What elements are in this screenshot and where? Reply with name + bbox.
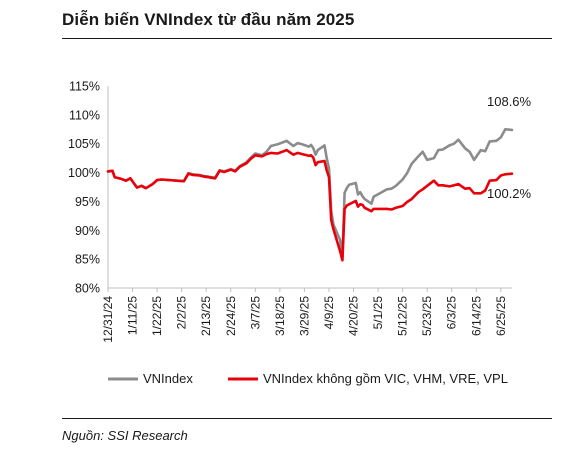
x-tick-label: 3/7/25 <box>248 296 262 330</box>
x-tick-label: 2/13/25 <box>199 296 213 336</box>
footer-rule <box>62 418 552 419</box>
x-tick-label: 6/3/25 <box>445 296 459 330</box>
end-label-vnindex-ex: 100.2% <box>487 186 532 201</box>
series-lines <box>106 128 514 262</box>
x-tick-label: 5/1/25 <box>371 296 385 330</box>
chart-title: Diễn biến VNIndex từ đầu năm 2025 <box>62 10 355 29</box>
y-tick-label: 95% <box>75 195 100 209</box>
y-tick-label: 80% <box>75 282 100 296</box>
end-label-vnindex: 108.6% <box>487 94 532 109</box>
x-tick-marks <box>107 288 502 292</box>
legend: VNIndex VNIndex không gồm VIC, VHM, VRE,… <box>108 371 508 386</box>
legend-label-vnindex: VNIndex <box>143 371 193 386</box>
x-tick-label: 4/9/25 <box>322 296 336 330</box>
x-tick-label: 6/14/25 <box>469 296 483 336</box>
y-tick-label: 90% <box>75 224 100 238</box>
y-tick-label: 115% <box>69 80 100 94</box>
x-tick-label: 12/31/24 <box>101 296 115 343</box>
y-tick-label: 110% <box>69 108 100 122</box>
x-tick-label: 1/11/25 <box>126 296 140 335</box>
y-tick-label: 85% <box>75 253 100 267</box>
x-tick-label: 4/20/25 <box>347 296 361 336</box>
y-tick-label: 100% <box>68 166 100 180</box>
y-tick-label: 105% <box>68 137 100 151</box>
series-line-vnindex-ex <box>106 148 514 262</box>
x-tick-label: 6/25/25 <box>494 296 508 336</box>
x-tick-labels: 12/31/24 1/11/25 1/22/25 2/2/25 2/13/25 2/24/… <box>101 296 508 343</box>
x-tick-label: 3/29/25 <box>297 296 311 336</box>
x-tick-label: 5/12/25 <box>396 296 410 336</box>
x-tick-label: 5/23/25 <box>420 296 434 336</box>
series-line-vnindex <box>106 128 514 260</box>
x-tick-label: 2/2/25 <box>175 296 189 330</box>
y-tick-labels: 80% 85% 90% 95% 100% 105% 110% 115% <box>68 80 100 296</box>
x-tick-label: 3/18/25 <box>273 296 287 336</box>
source-note: Nguồn: SSI Research <box>62 428 188 443</box>
x-tick-label: 1/22/25 <box>150 296 164 336</box>
legend-label-vnindex-ex: VNIndex không gồm VIC, VHM, VRE, VPL <box>263 371 508 386</box>
title-underline <box>62 38 552 39</box>
x-tick-label: 2/24/25 <box>224 296 238 336</box>
chart-area: 80% 85% 90% 95% 100% 105% 110% 115% 12/31/24 1/1… <box>68 80 532 387</box>
